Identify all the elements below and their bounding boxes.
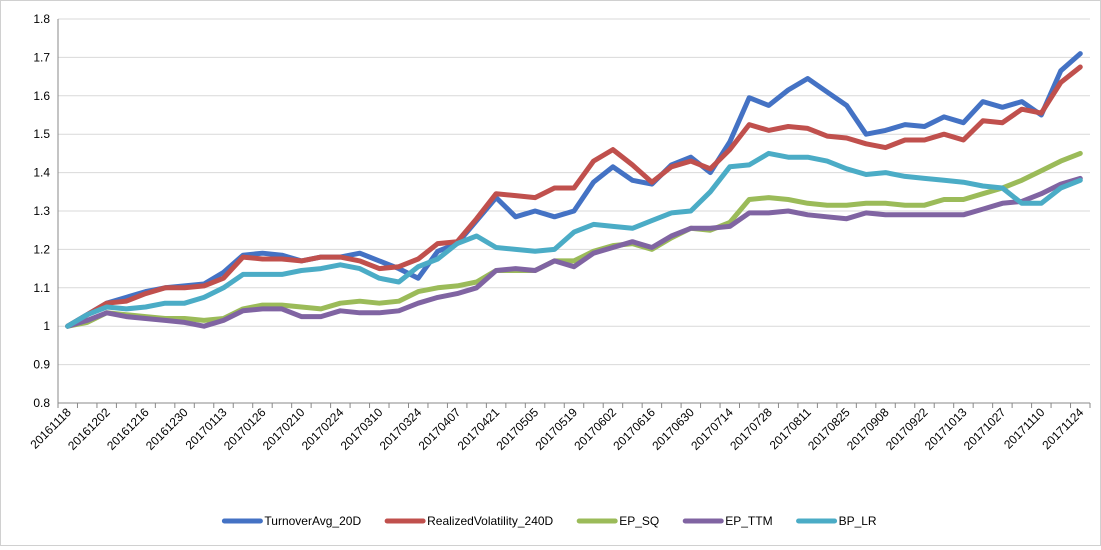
y-tick-label: 1.5 xyxy=(33,127,50,141)
series-line-realizedvolatility-240d xyxy=(65,64,1083,329)
legend-label: EP_TTM xyxy=(725,514,772,528)
y-tick-label: 1.2 xyxy=(33,242,50,256)
y-tick-label: 1.4 xyxy=(33,166,50,180)
legend-label: EP_SQ xyxy=(619,514,659,528)
x-tick-label: 20161230 xyxy=(143,405,191,453)
legend-item-turnoveravg-20d: TurnoverAvg_20D xyxy=(221,514,361,528)
y-tick-label: 1.1 xyxy=(33,281,50,295)
x-tick-label: 20171027 xyxy=(961,405,1009,453)
y-tick-label: 0.8 xyxy=(33,396,50,410)
legend-item-ep-sq: EP_SQ xyxy=(576,514,659,528)
y-tick-label: 0.9 xyxy=(33,358,50,372)
y-tick-label: 1 xyxy=(43,319,50,333)
series-line-ep-ttm xyxy=(65,175,1083,329)
y-tick-label: 1.3 xyxy=(33,204,50,218)
series-layer xyxy=(65,51,1083,329)
legend-label: BP_LR xyxy=(839,514,877,528)
legend-label: TurnoverAvg_20D xyxy=(264,514,361,528)
legend-item-ep-ttm: EP_TTM xyxy=(682,514,773,528)
legend-label: RealizedVolatility_240D xyxy=(427,514,553,528)
y-tick-label: 1.6 xyxy=(33,89,50,103)
legend-item-bp-lr: BP_LR xyxy=(796,514,877,528)
legend-item-realizedvolatility-240d: RealizedVolatility_240D xyxy=(384,514,554,528)
series-line-bp-lr xyxy=(65,150,1083,329)
x-tick-label: 20170728 xyxy=(727,405,775,453)
y-tick-label: 1.8 xyxy=(33,12,50,26)
x-tick-label: 20171124 xyxy=(1039,405,1086,452)
y-tick-label: 1.7 xyxy=(33,50,50,64)
axis-layer: 0.80.911.11.21.31.41.51.61.71.8201611182… xyxy=(27,12,1091,453)
legend: TurnoverAvg_20D RealizedVolatility_240D EP… xyxy=(221,514,877,528)
